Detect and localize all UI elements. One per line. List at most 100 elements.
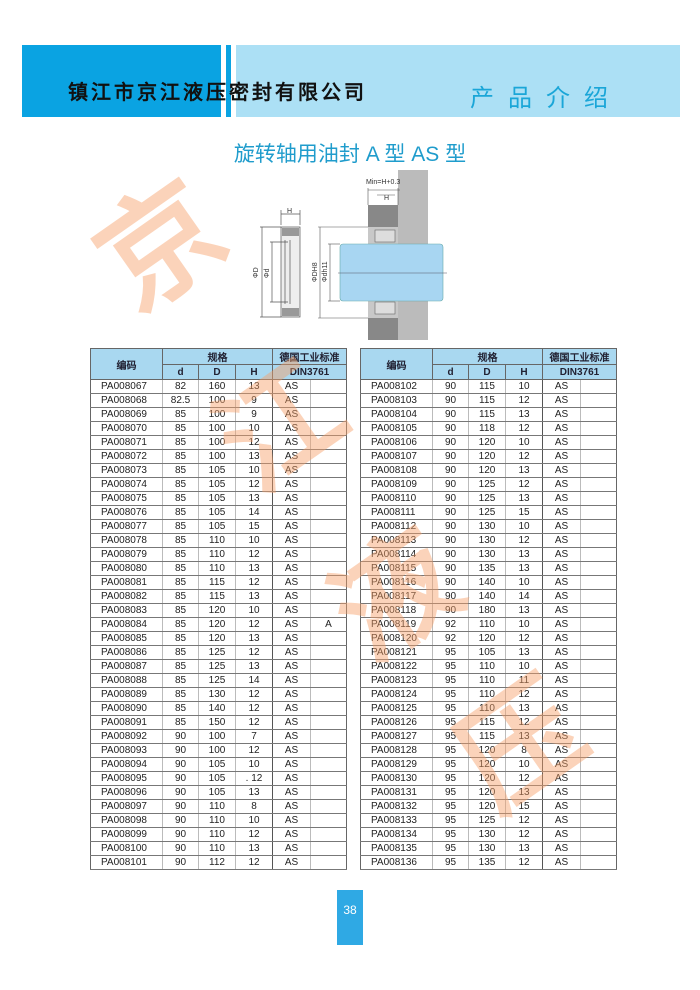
cell-H: 12 — [505, 631, 543, 646]
cell-D: 120 — [468, 463, 506, 478]
table-row: PA008121 95 105 13 AS — [360, 645, 617, 660]
cell-d: 85 — [162, 505, 199, 520]
cell-variant — [580, 463, 617, 478]
cell-d: 90 — [432, 421, 469, 436]
cell-code: PA008114 — [360, 547, 433, 562]
cell-code: PA008081 — [90, 575, 163, 590]
table-row: PA008091 85 150 12 AS — [90, 715, 347, 730]
cell-H: 12 — [505, 421, 543, 436]
cell-D: 105 — [468, 645, 506, 660]
cell-type: AS — [272, 421, 311, 436]
cell-variant — [580, 799, 617, 814]
cell-H: 13 — [235, 379, 273, 394]
cell-code: PA008105 — [360, 421, 433, 436]
cell-H: 15 — [235, 519, 273, 534]
cell-d: 90 — [432, 547, 469, 562]
cell-code: PA008071 — [90, 435, 163, 450]
table-row: PA008074 85 105 12 AS — [90, 477, 347, 492]
cell-d: 90 — [162, 729, 199, 744]
table-row: PA008101 90 112 12 AS — [90, 855, 347, 870]
cell-H: 7 — [235, 729, 273, 744]
cell-code: PA008117 — [360, 589, 433, 604]
cell-d: 85 — [162, 701, 199, 716]
cell-code: PA008107 — [360, 449, 433, 464]
cell-d: 95 — [432, 645, 469, 660]
cell-code: PA008106 — [360, 435, 433, 450]
cell-D: 110 — [198, 813, 236, 828]
cell-H: 12 — [505, 813, 543, 828]
cell-variant — [310, 491, 347, 506]
cell-code: PA008134 — [360, 827, 433, 842]
cell-H: 12 — [505, 715, 543, 730]
table-row: PA008097 90 110 8 AS — [90, 799, 347, 814]
cell-d: 90 — [432, 603, 469, 618]
cell-d: 95 — [432, 673, 469, 688]
cell-D: 115 — [198, 575, 236, 590]
cell-variant — [580, 519, 617, 534]
cell-H: 12 — [235, 645, 273, 660]
cell-code: PA008123 — [360, 673, 433, 688]
cell-variant — [580, 659, 617, 674]
cell-code: PA008126 — [360, 715, 433, 730]
cell-code: PA008067 — [90, 379, 163, 394]
cell-H: 13 — [505, 407, 543, 422]
cell-D: 135 — [468, 855, 506, 870]
spec-table-right: 编码 规格 德国工业标准 d D H DIN3761 PA008102 90 115 10 AS PA0… — [360, 348, 617, 870]
cell-code: PA008119 — [360, 617, 433, 632]
cell-variant — [310, 659, 347, 674]
table-row: PA008070 85 100 10 AS — [90, 421, 347, 436]
cell-D: 100 — [198, 729, 236, 744]
cell-type: AS — [542, 673, 581, 688]
cell-variant — [310, 421, 347, 436]
table-row: PA008122 95 110 10 AS — [360, 659, 617, 674]
cell-variant — [580, 505, 617, 520]
cell-type: AS — [272, 785, 311, 800]
cell-D: 140 — [468, 589, 506, 604]
cell-D: 110 — [468, 687, 506, 702]
label-d-outer: ΦD — [253, 267, 260, 278]
cell-type: AS — [542, 757, 581, 772]
cell-D: 140 — [198, 701, 236, 716]
cell-code: PA008101 — [90, 855, 163, 870]
cell-D: 105 — [198, 477, 236, 492]
cell-variant — [310, 785, 347, 800]
cell-D: 105 — [198, 505, 236, 520]
cell-H: 8 — [505, 743, 543, 758]
table-row: PA008115 90 135 13 AS — [360, 561, 617, 576]
cell-D: 115 — [468, 407, 506, 422]
cell-d: 90 — [162, 757, 199, 772]
table-row: PA008078 85 110 10 AS — [90, 533, 347, 548]
cell-H: 14 — [235, 505, 273, 520]
cell-type: AS — [272, 631, 311, 646]
cell-d: 85 — [162, 575, 199, 590]
cell-H: 15 — [505, 505, 543, 520]
cell-variant — [580, 533, 617, 548]
table-row: PA008098 90 110 10 AS — [90, 813, 347, 828]
table-row: PA008135 95 130 13 AS — [360, 841, 617, 856]
table-row: PA008089 85 130 12 AS — [90, 687, 347, 702]
cell-code: PA008120 — [360, 631, 433, 646]
cell-H: 13 — [505, 561, 543, 576]
cell-D: 110 — [198, 561, 236, 576]
cell-H: 10 — [235, 533, 273, 548]
cell-code: PA008093 — [90, 743, 163, 758]
cell-code: PA008135 — [360, 841, 433, 856]
cell-variant — [580, 491, 617, 506]
header-D: D — [468, 364, 506, 380]
cell-D: 115 — [198, 589, 236, 604]
cell-code: PA008104 — [360, 407, 433, 422]
table-row: PA008114 90 130 13 AS — [360, 547, 617, 562]
cell-H: 10 — [235, 463, 273, 478]
table-row: PA008083 85 120 10 AS — [90, 603, 347, 618]
header-code: 编码 — [90, 348, 163, 380]
table-row: PA008067 82 160 13 AS — [90, 379, 347, 394]
cell-type: AS — [542, 701, 581, 716]
cell-D: 100 — [198, 449, 236, 464]
cell-H: 12 — [235, 547, 273, 562]
cell-D: 110 — [198, 799, 236, 814]
cell-H: 12 — [235, 743, 273, 758]
cell-H: 13 — [505, 491, 543, 506]
cell-variant — [580, 589, 617, 604]
label-bore: ΦDH8 — [312, 262, 319, 282]
